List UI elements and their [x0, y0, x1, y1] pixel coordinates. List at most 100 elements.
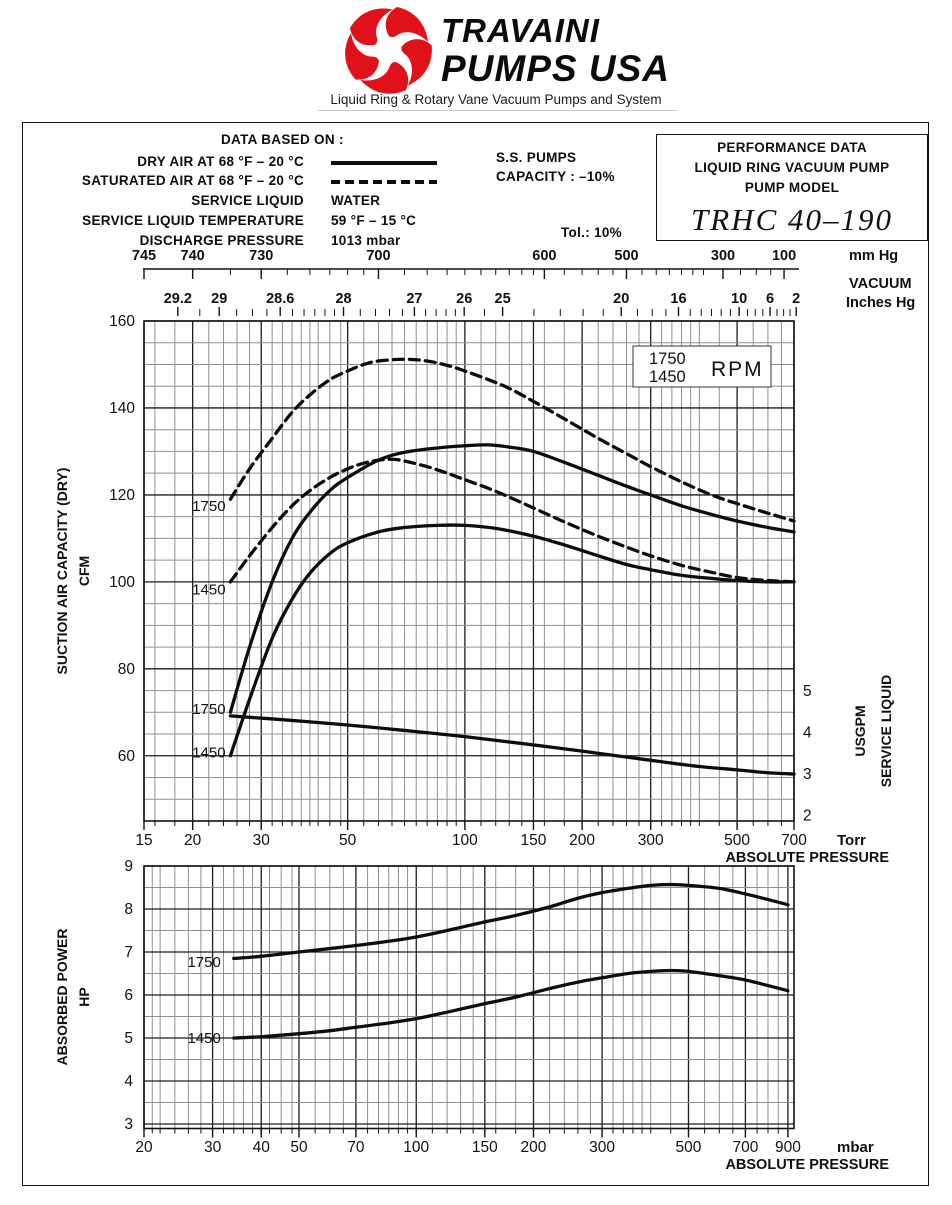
mbar-tick-label: 70 [347, 1139, 365, 1156]
datasheet-frame: DATA BASED ON : DRY AIR AT 68 °F – 20 °C… [22, 122, 929, 1186]
hp-tick-label: 8 [124, 901, 133, 918]
service-liquid-temperature-label: SERVICE LIQUID TEMPERATURE [82, 213, 304, 228]
cfm-tick-label: 100 [109, 574, 135, 591]
usgpm-tick-label: 4 [803, 725, 812, 742]
incheshg-tick-label: 27 [406, 291, 422, 307]
legend-label-dry-air: DRY AIR AT 68 °F – 20 °C [137, 154, 304, 169]
torr-tick-label: 300 [638, 832, 664, 849]
incheshg-tick-label: 26 [456, 291, 472, 307]
pump-model-number: TRHC 40–190 [691, 202, 893, 237]
dry-air-1750-rpm-curve [228, 443, 796, 714]
mbar-tick-label: 100 [403, 1139, 429, 1156]
mbar-tick-label: 20 [135, 1139, 153, 1156]
torr-tick-label: 50 [339, 832, 357, 849]
rpm-legend-box [632, 345, 772, 388]
pump-model-label: PUMP MODEL [744, 180, 840, 195]
hp-tick-label: 3 [124, 1116, 133, 1133]
brand-tagline: Liquid Ring & Rotary Vane Vacuum Pumps a… [330, 92, 662, 107]
ss-pumps-capacity: CAPACITY : –10% [496, 169, 615, 184]
legend-sample-dashed-line [331, 180, 437, 184]
incheshg-tick-label: 2 [792, 291, 800, 307]
mmhg-tick-label: 700 [366, 248, 390, 264]
service-liquid-value: WATER [331, 193, 381, 208]
cfm-tick-label: 80 [118, 661, 136, 678]
torr-tick-label: 20 [184, 832, 202, 849]
mbar-tick-label: 700 [732, 1139, 758, 1156]
hp-tick-label: 5 [124, 1030, 133, 1047]
tolerance-note: Tol.: 10% [561, 225, 622, 240]
incheshg-tick-label: 10 [731, 291, 747, 307]
mmhg-tick-label: 730 [249, 248, 273, 264]
ss-pumps-label: S.S. PUMPS [496, 150, 577, 165]
power-1450-rpm-curve-label: 1450 [187, 1030, 220, 1047]
rpm-legend-1450: 1450 [649, 368, 686, 386]
incheshg-tick-label: 29 [211, 291, 227, 307]
saturated-air-1450-rpm-curve-label: 1450 [192, 582, 225, 599]
mbar-tick-label: 500 [676, 1139, 702, 1156]
incheshg-tick-label: 20 [613, 291, 629, 307]
power-plot-frame [143, 865, 795, 1130]
mmhg-tick-label: 100 [772, 248, 796, 264]
mbar-tick-label: 900 [775, 1139, 801, 1156]
mbar-tick-label: 150 [472, 1139, 498, 1156]
incheshg-tick-label: 16 [670, 291, 686, 307]
mbar-tick-label: 40 [253, 1139, 271, 1156]
brand-name-line2: PUMPS USA [441, 48, 670, 89]
mbar-tick-label: 200 [521, 1139, 547, 1156]
dry-air-1450-rpm-curve [228, 523, 796, 758]
mbar-tick-label: 30 [204, 1139, 222, 1156]
mmhg-tick-label: 500 [614, 248, 638, 264]
vacuum-label: VACUUM [849, 276, 912, 292]
legend-label-saturated-air: SATURATED AIR AT 68 °F – 20 °C [81, 173, 304, 188]
power-1450-rpm-curve [232, 968, 790, 1040]
rpm-legend-unit: RPM [711, 358, 764, 381]
capacity-x-axis-title: ABSOLUTE PRESSURE [725, 850, 889, 866]
power-y-axis-unit: HP [76, 987, 92, 1006]
torr-tick-label: 15 [135, 832, 152, 849]
cfm-tick-label: 120 [109, 487, 135, 504]
mbar-tick-label: 50 [290, 1139, 308, 1156]
incheshg-tick-label: 25 [495, 291, 511, 307]
torr-tick-label: 30 [253, 832, 271, 849]
performance-data-title: PERFORMANCE DATA [717, 140, 867, 155]
incheshg-tick-label: 28 [335, 291, 351, 307]
discharge-pressure-value: 1013 mbar [331, 233, 401, 248]
rpm-legend-1750: 1750 [649, 350, 686, 368]
performance-data-box: PERFORMANCE DATA LIQUID RING VACUUM PUMP… [656, 134, 928, 241]
hp-tick-label: 6 [124, 987, 133, 1004]
hp-tick-label: 7 [124, 944, 133, 961]
tagline-rule [318, 110, 678, 111]
power-x-axis-title: ABSOLUTE PRESSURE [725, 1157, 889, 1173]
mmhg-unit-label: mm Hg [849, 248, 898, 264]
capacity-y-axis-unit: CFM [76, 556, 92, 586]
service-liquid-axis-unit: USGPM [852, 705, 868, 756]
torr-tick-label: 500 [724, 832, 750, 849]
power-1750-rpm-curve [232, 882, 790, 961]
mmhg-tick-label: 740 [181, 248, 205, 264]
dry-air-1450-rpm-curve-label: 1450 [192, 744, 225, 761]
hp-tick-label: 9 [124, 858, 133, 875]
power-1750-rpm-curve-label: 1750 [187, 954, 220, 971]
hp-tick-label: 4 [124, 1073, 133, 1090]
mmhg-tick-label: 600 [532, 248, 556, 264]
legend-sample-solid-line [331, 161, 437, 165]
torr-unit-label: Torr [837, 832, 866, 849]
service-liquid-axis-title: SERVICE LIQUID [878, 675, 894, 788]
pump-type-line: LIQUID RING VACUUM PUMP [694, 160, 890, 175]
discharge-pressure-label: DISCHARGE PRESSURE [139, 233, 304, 248]
cfm-tick-label: 160 [109, 313, 135, 330]
incheshg-tick-label: 29.2 [164, 291, 192, 307]
mbar-unit-label: mbar [837, 1139, 874, 1156]
travaini-impeller-logo-icon [345, 7, 432, 94]
capacity-y-axis-title: SUCTION AIR CAPACITY (DRY) [54, 468, 70, 675]
torr-tick-label: 700 [781, 832, 807, 849]
mmhg-tick-label: 745 [132, 248, 156, 264]
power-y-axis-title: ABSORBED POWER [54, 929, 70, 1066]
data-based-on-title: DATA BASED ON : [221, 132, 344, 147]
saturated-air-1750-rpm-curve [228, 357, 796, 523]
incheshg-tick-label: 6 [766, 291, 774, 307]
mbar-tick-label: 300 [589, 1139, 615, 1156]
brand-name-line1: TRAVAINI [441, 12, 600, 49]
capacity-plot-frame [143, 320, 795, 822]
